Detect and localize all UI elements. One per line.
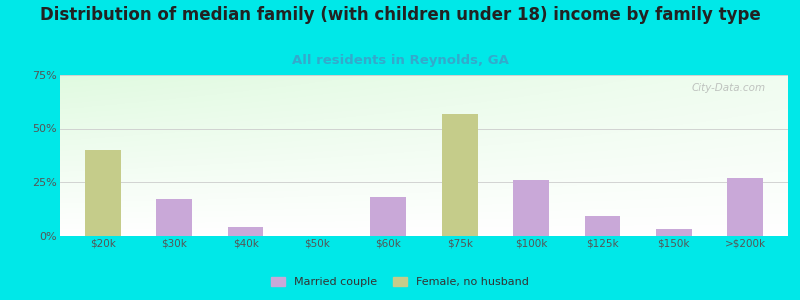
Text: Distribution of median family (with children under 18) income by family type: Distribution of median family (with chil… [40, 6, 760, 24]
Legend: Married couple, Female, no husband: Married couple, Female, no husband [267, 272, 533, 291]
Bar [85, 150, 121, 236]
Bar [370, 197, 406, 236]
Bar [442, 113, 478, 236]
Bar [656, 229, 692, 236]
Bar [228, 227, 263, 236]
Bar [727, 178, 763, 236]
Bar [514, 180, 549, 236]
Text: All residents in Reynolds, GA: All residents in Reynolds, GA [291, 54, 509, 67]
Bar [585, 216, 620, 236]
Text: City-Data.com: City-Data.com [692, 83, 766, 93]
Bar [156, 199, 192, 236]
